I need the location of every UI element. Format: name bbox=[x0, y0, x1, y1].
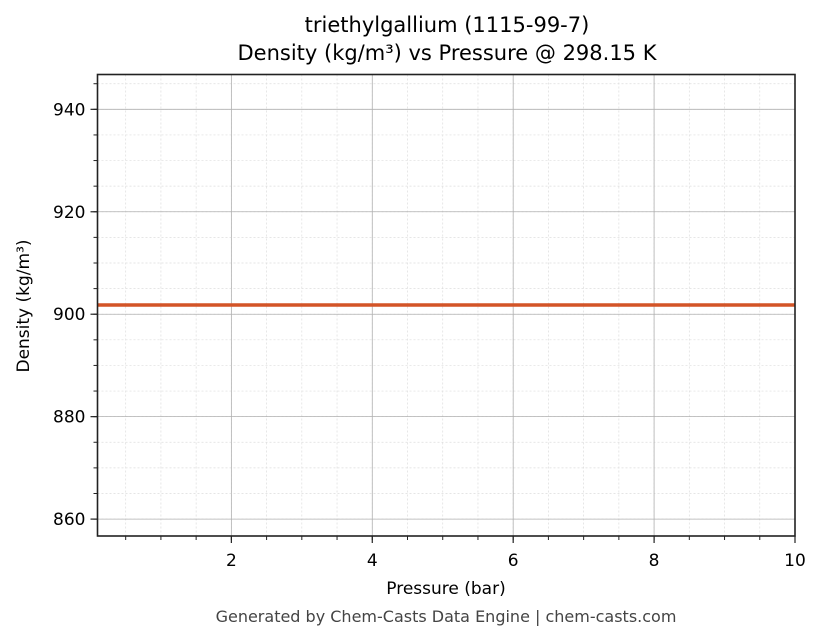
x-tick-label: 4 bbox=[367, 551, 378, 571]
x-tick-label: 8 bbox=[649, 551, 660, 571]
footer-credit: Generated by Chem-Casts Data Engine | ch… bbox=[215, 607, 677, 626]
y-tick-label: 900 bbox=[53, 305, 85, 325]
y-tick-label: 880 bbox=[53, 408, 85, 428]
x-tick-label: 10 bbox=[784, 551, 806, 571]
y-tick-label: 940 bbox=[53, 100, 85, 120]
chart-subtitle: Density (kg/m³) vs Pressure @ 298.15 K bbox=[237, 41, 657, 65]
x-tick-label: 6 bbox=[508, 551, 519, 571]
y-tick-label: 920 bbox=[53, 203, 85, 223]
y-axis-label: Density (kg/m³) bbox=[14, 239, 34, 372]
axis-ticks bbox=[90, 83, 796, 543]
y-tick-label: 860 bbox=[53, 510, 85, 530]
x-tick-label: 2 bbox=[226, 551, 237, 571]
chart-title: triethylgallium (1115-99-7) bbox=[304, 13, 590, 37]
tick-labels: 2 4 6 8 10 860 880 900 920 940 bbox=[53, 100, 806, 571]
axes-frame bbox=[96, 73, 796, 537]
x-axis-label: Pressure (bar) bbox=[386, 579, 505, 599]
